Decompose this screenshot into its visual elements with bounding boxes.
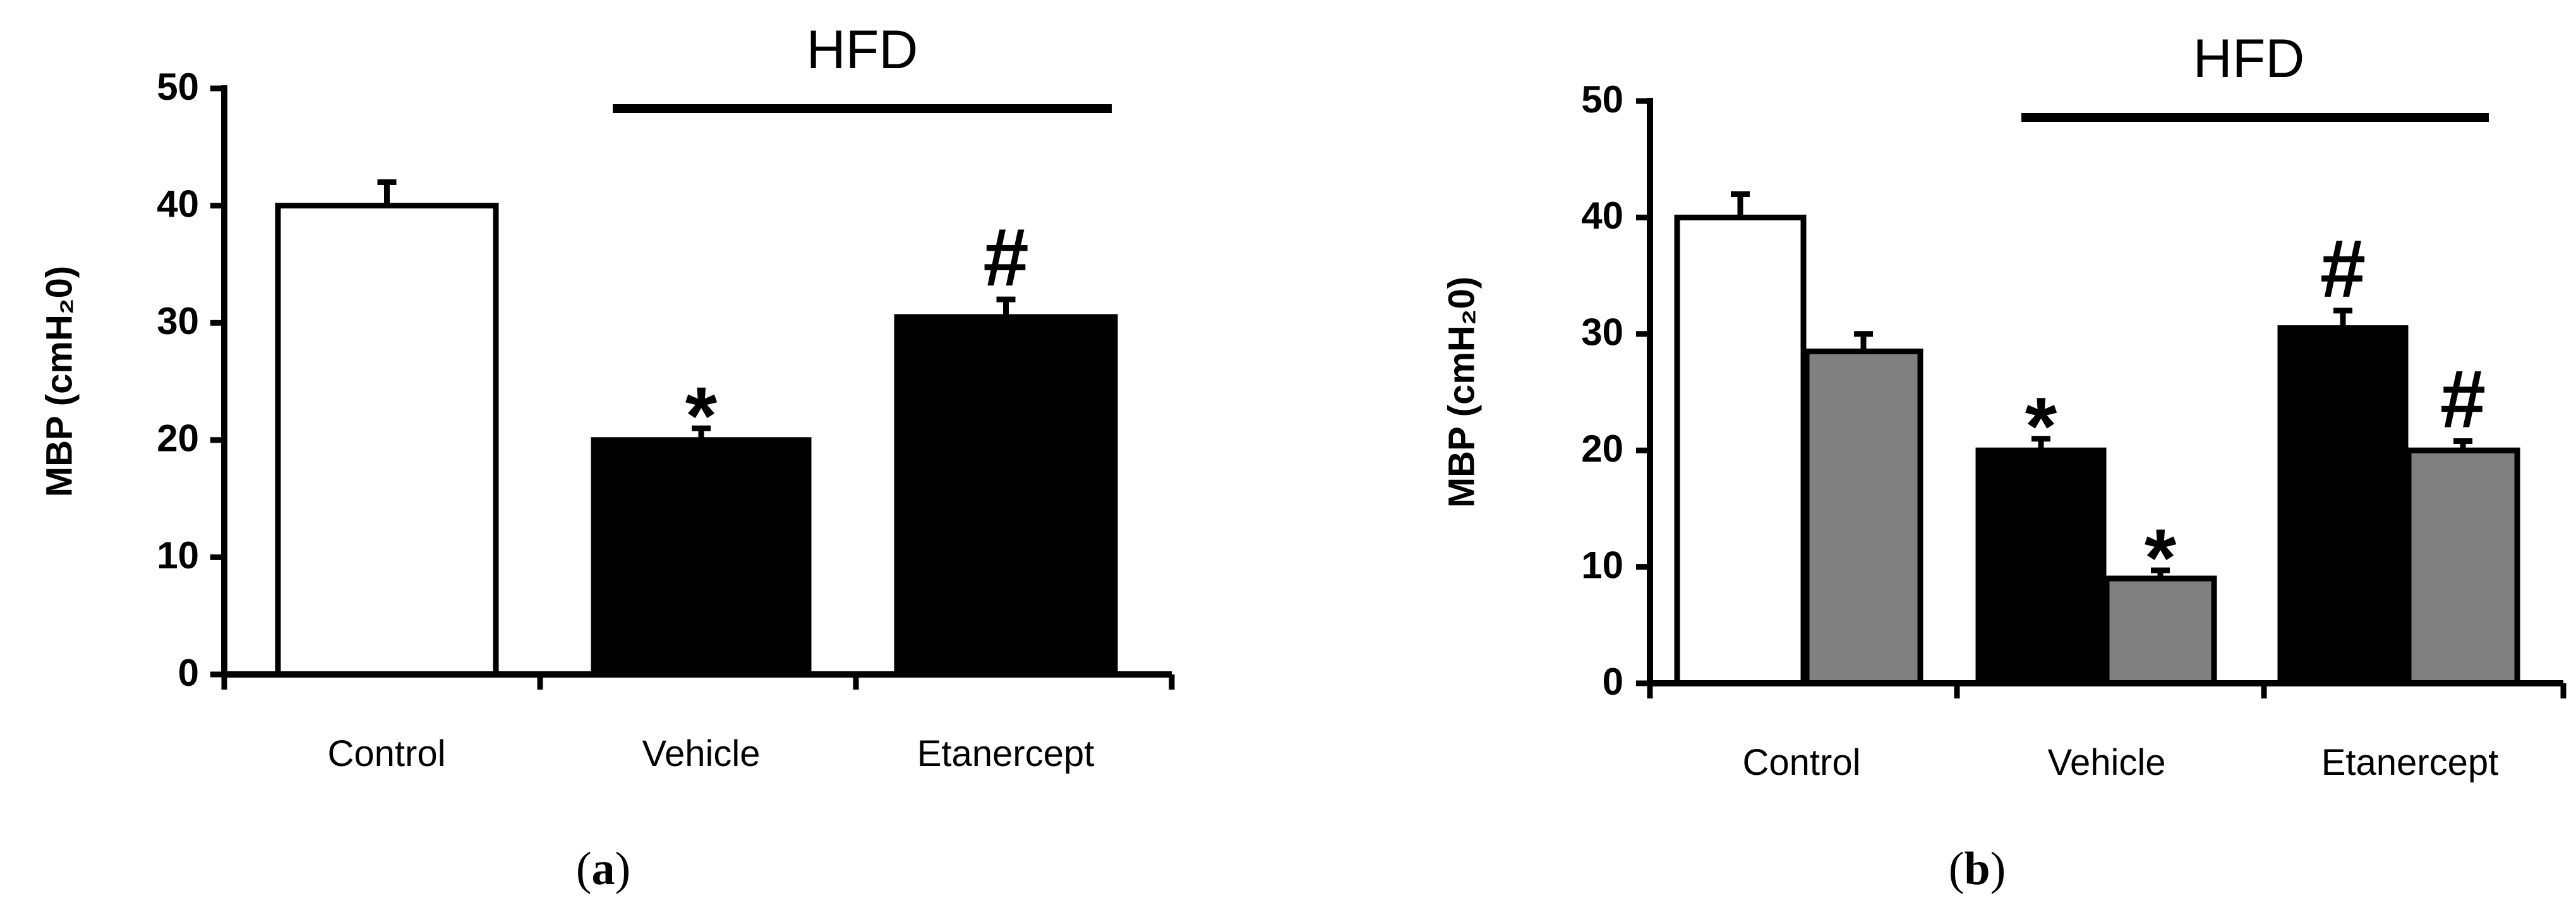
panel-b-bar-etanercept <box>2405 447 2520 686</box>
panel-b-y-axis-title: MBP (cmH₂0) <box>1441 277 1482 508</box>
panel-b-significance-hash: # <box>2320 222 2366 314</box>
panel-a-y-axis-title: MBP (cmH₂0) <box>39 266 80 497</box>
panel-b-y-tick-label: 30 <box>1581 311 1623 354</box>
panel-b-y-tick-label: 50 <box>1581 78 1623 121</box>
panel-b-y-tick-label: 0 <box>1603 661 1623 703</box>
panel-b-hfd-bracket-label: HFD <box>2193 28 2305 89</box>
panel-b-chart: MBP (cmH₂0) 0 10 20 30 40 50 * * # # Control Vehicle… <box>1441 28 2567 783</box>
panel-b-bar-control <box>1674 214 1807 686</box>
panel-a-y-tick-label: 10 <box>157 534 199 577</box>
panel-b-significance-asterisk: * <box>2145 512 2177 604</box>
panel-a-category-label-etanercept: Etanercept <box>917 733 1095 774</box>
caption-a: (a) <box>576 843 630 895</box>
panel-b-y-tick-label: 40 <box>1581 195 1623 237</box>
panel-a-category-label-vehicle: Vehicle <box>642 733 760 774</box>
panel-b-category-label-control: Control <box>1743 742 1861 783</box>
panel-a-y-tick-label: 50 <box>157 66 199 108</box>
panel-a-y-tick-label: 40 <box>157 183 199 225</box>
panel-b-category-label-vehicle: Vehicle <box>2047 742 2165 783</box>
panel-b-bar-control <box>1803 348 1923 686</box>
panel-a-chart: MBP (cmH₂0) 0 10 20 30 40 50 * # Control Vehicle Et… <box>39 20 1175 774</box>
panel-b-y-tick-label: 20 <box>1581 428 1623 470</box>
panel-a-y-tick-label: 0 <box>178 652 199 694</box>
panel-b-bar-etanercept <box>2277 325 2409 686</box>
panel-b-significance-asterisk: * <box>2025 380 2057 472</box>
panel-a-y-tick-label: 30 <box>157 300 199 342</box>
panel-a-hfd-bracket-label: HFD <box>807 20 918 80</box>
panel-b-significance-hash: # <box>2440 352 2486 445</box>
panel-a-significance-hash: # <box>983 211 1028 303</box>
panel-b-bar-vehicle <box>1975 447 2107 686</box>
panel-a-bar-control <box>275 203 499 678</box>
panel-b-category-label-etanercept: Etanercept <box>2321 742 2499 783</box>
panel-b-y-tick-label: 10 <box>1581 544 1623 586</box>
panel-a-significance-asterisk: * <box>685 369 718 462</box>
caption-b: (b) <box>1949 843 2006 895</box>
panel-a-category-label-control: Control <box>328 733 446 774</box>
panel-a-bar-vehicle <box>591 437 812 678</box>
panel-a-bar-etanercept <box>894 314 1118 678</box>
panel-a-y-tick-label: 20 <box>157 417 199 460</box>
